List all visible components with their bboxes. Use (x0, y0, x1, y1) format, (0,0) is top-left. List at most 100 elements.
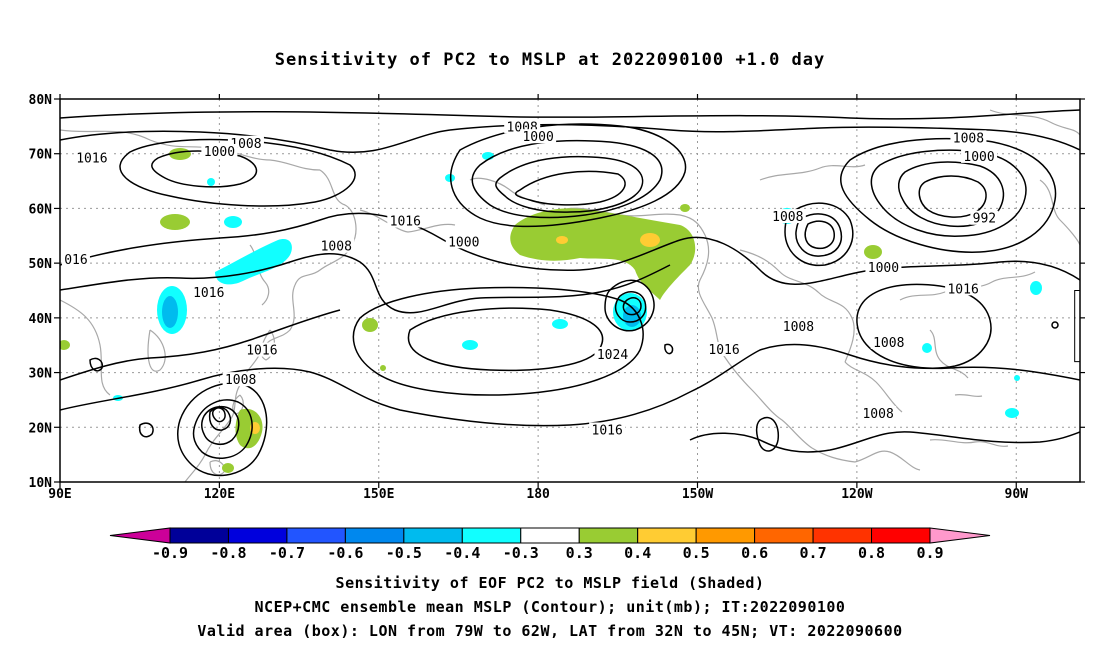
colorbar-label: 0.4 (624, 544, 651, 562)
colorbar-bin (344, 527, 405, 544)
positive-sensitivity-patch (640, 233, 660, 247)
isobar-label-bg (387, 213, 424, 228)
map-frame (59, 98, 1081, 483)
isobar-label-bg (1083, 371, 1100, 385)
negative-sensitivity-patch (1014, 375, 1020, 381)
positive-sensitivity-patch (362, 318, 378, 332)
isobars (60, 109, 1080, 477)
colorbar-bin (520, 527, 580, 544)
isobar-label: 1008 (230, 137, 261, 152)
isobar-label: 016 (64, 253, 87, 268)
isobar-label: 992 (973, 212, 996, 227)
lon-tick-label: 120E (204, 487, 235, 502)
positive-sensitivity-patch (680, 204, 690, 212)
valid-area-box (1074, 290, 1080, 363)
isobar-label: 1008 (953, 131, 984, 146)
colorbar: -0.9 -0.8 -0.7 -0.6 -0.5 -0.4 -0.3 0.3 0.4 0.5 0.6… (109, 527, 991, 562)
isobar-label-bg (520, 129, 557, 144)
colorbar-bin (169, 527, 229, 544)
isobar-label: 1008 (862, 407, 893, 422)
colorbar-label: -0.8 (210, 544, 246, 562)
isobar-label-bg (870, 334, 907, 349)
positive-sensitivity-patch (380, 365, 386, 371)
colorbar-bin (754, 527, 814, 544)
isobar-label: 1008 (321, 240, 352, 255)
colorbar-bin (227, 527, 288, 544)
isobar-label: 1008 (783, 320, 814, 335)
isobar-label-bg (706, 342, 743, 357)
isobar-label-bg (243, 342, 280, 357)
isobar-label: 1008 (873, 336, 904, 351)
colorbar-lower-extension (109, 527, 171, 544)
isobar-label: 1024 (597, 348, 628, 363)
colorbar-label: -0.7 (269, 544, 305, 562)
colorbar-bin (403, 527, 463, 544)
isobar-label-bg (970, 210, 999, 225)
lon-tick-label: 180 (526, 487, 550, 502)
positive-sensitivity-patch (864, 245, 882, 259)
colorbar-upper-extension (929, 527, 991, 544)
isobar-label: 1000 (522, 130, 553, 145)
negative-sensitivity-patch (462, 340, 478, 350)
caption-valid-area: Valid area (box): LON from 79W to 62W, L… (197, 622, 903, 640)
isobar-label-bg (945, 281, 982, 296)
isobar-label-bg (594, 346, 631, 361)
isobar-label: 1000 (204, 145, 235, 160)
colorbar-label: -0.9 (152, 544, 188, 562)
colorbar-bin (286, 527, 346, 544)
colorbar-label: 0.8 (858, 544, 885, 562)
negative-sensitivity-patch (207, 178, 215, 186)
colorbar-bin (812, 527, 873, 544)
colorbar-label: -0.4 (444, 544, 480, 562)
isobar-label: 1008 (772, 210, 803, 225)
positive-sensitivity-patch (60, 340, 70, 350)
lat-tick-label: 80N (29, 93, 53, 108)
axis-ticks (54, 94, 1085, 488)
colorbar-label: 0.5 (683, 544, 710, 562)
isobar-label-bg (950, 130, 987, 145)
isobar-label: 1000 (868, 261, 899, 276)
colorbar-label: 0.9 (916, 544, 943, 562)
isobar-label-bg (73, 150, 110, 165)
positive-sensitivity-patch (160, 214, 190, 230)
isobar-label: 1016 (947, 282, 978, 297)
lat-tick-label: 20N (29, 421, 53, 436)
lat-tick-label: 40N (29, 312, 53, 327)
colorbar-bin (871, 527, 931, 544)
isobar-label: 1016 (76, 152, 107, 167)
isobar-label: 1000 (448, 235, 479, 250)
isobar-label-bg (222, 372, 259, 387)
colorbar-label: 0.6 (741, 544, 768, 562)
colorbar-label: 0.7 (800, 544, 827, 562)
lon-tick-label: 90W (1005, 487, 1029, 502)
colorbar-bin (637, 527, 697, 544)
negative-sensitivity-patch (1005, 408, 1019, 418)
isobar-label: 1016 (193, 286, 224, 301)
positive-sensitivity-patch (222, 463, 234, 473)
isobar-label: 1016 (246, 344, 277, 359)
isobar-label: 1016 (708, 343, 739, 358)
isobar-label-bg (61, 251, 90, 266)
lon-tick-label: 120W (841, 487, 872, 502)
colorbar-label: -0.5 (386, 544, 422, 562)
isobar-label-bg (865, 259, 902, 274)
isobar-label: 1016 (390, 214, 421, 229)
caption-shading: Sensitivity of EOF PC2 to MSLP field (Sh… (335, 574, 765, 592)
isobar-label: 1008 (225, 373, 256, 388)
negative-sensitivity-patch (922, 343, 932, 353)
colorbar-label: 0.3 (566, 544, 593, 562)
colorbar-bin (578, 527, 639, 544)
isobar-label-bg (780, 319, 817, 334)
lon-tick-label: 150W (682, 487, 713, 502)
negative-sensitivity-patch (162, 296, 178, 328)
positive-sensitivity-patch (556, 236, 568, 244)
chart-title: Sensitivity of PC2 to MSLP at 2022090100… (274, 50, 826, 70)
lon-tick-label: 90E (48, 487, 71, 502)
lat-tick-label: 70N (29, 148, 53, 163)
negative-sensitivity-patch (224, 216, 242, 228)
isobar-label-bg (961, 148, 998, 163)
negative-sensitivity-patch (215, 239, 292, 285)
lat-tick-label: 50N (29, 257, 53, 272)
lat-tick-label: 60N (29, 202, 53, 217)
